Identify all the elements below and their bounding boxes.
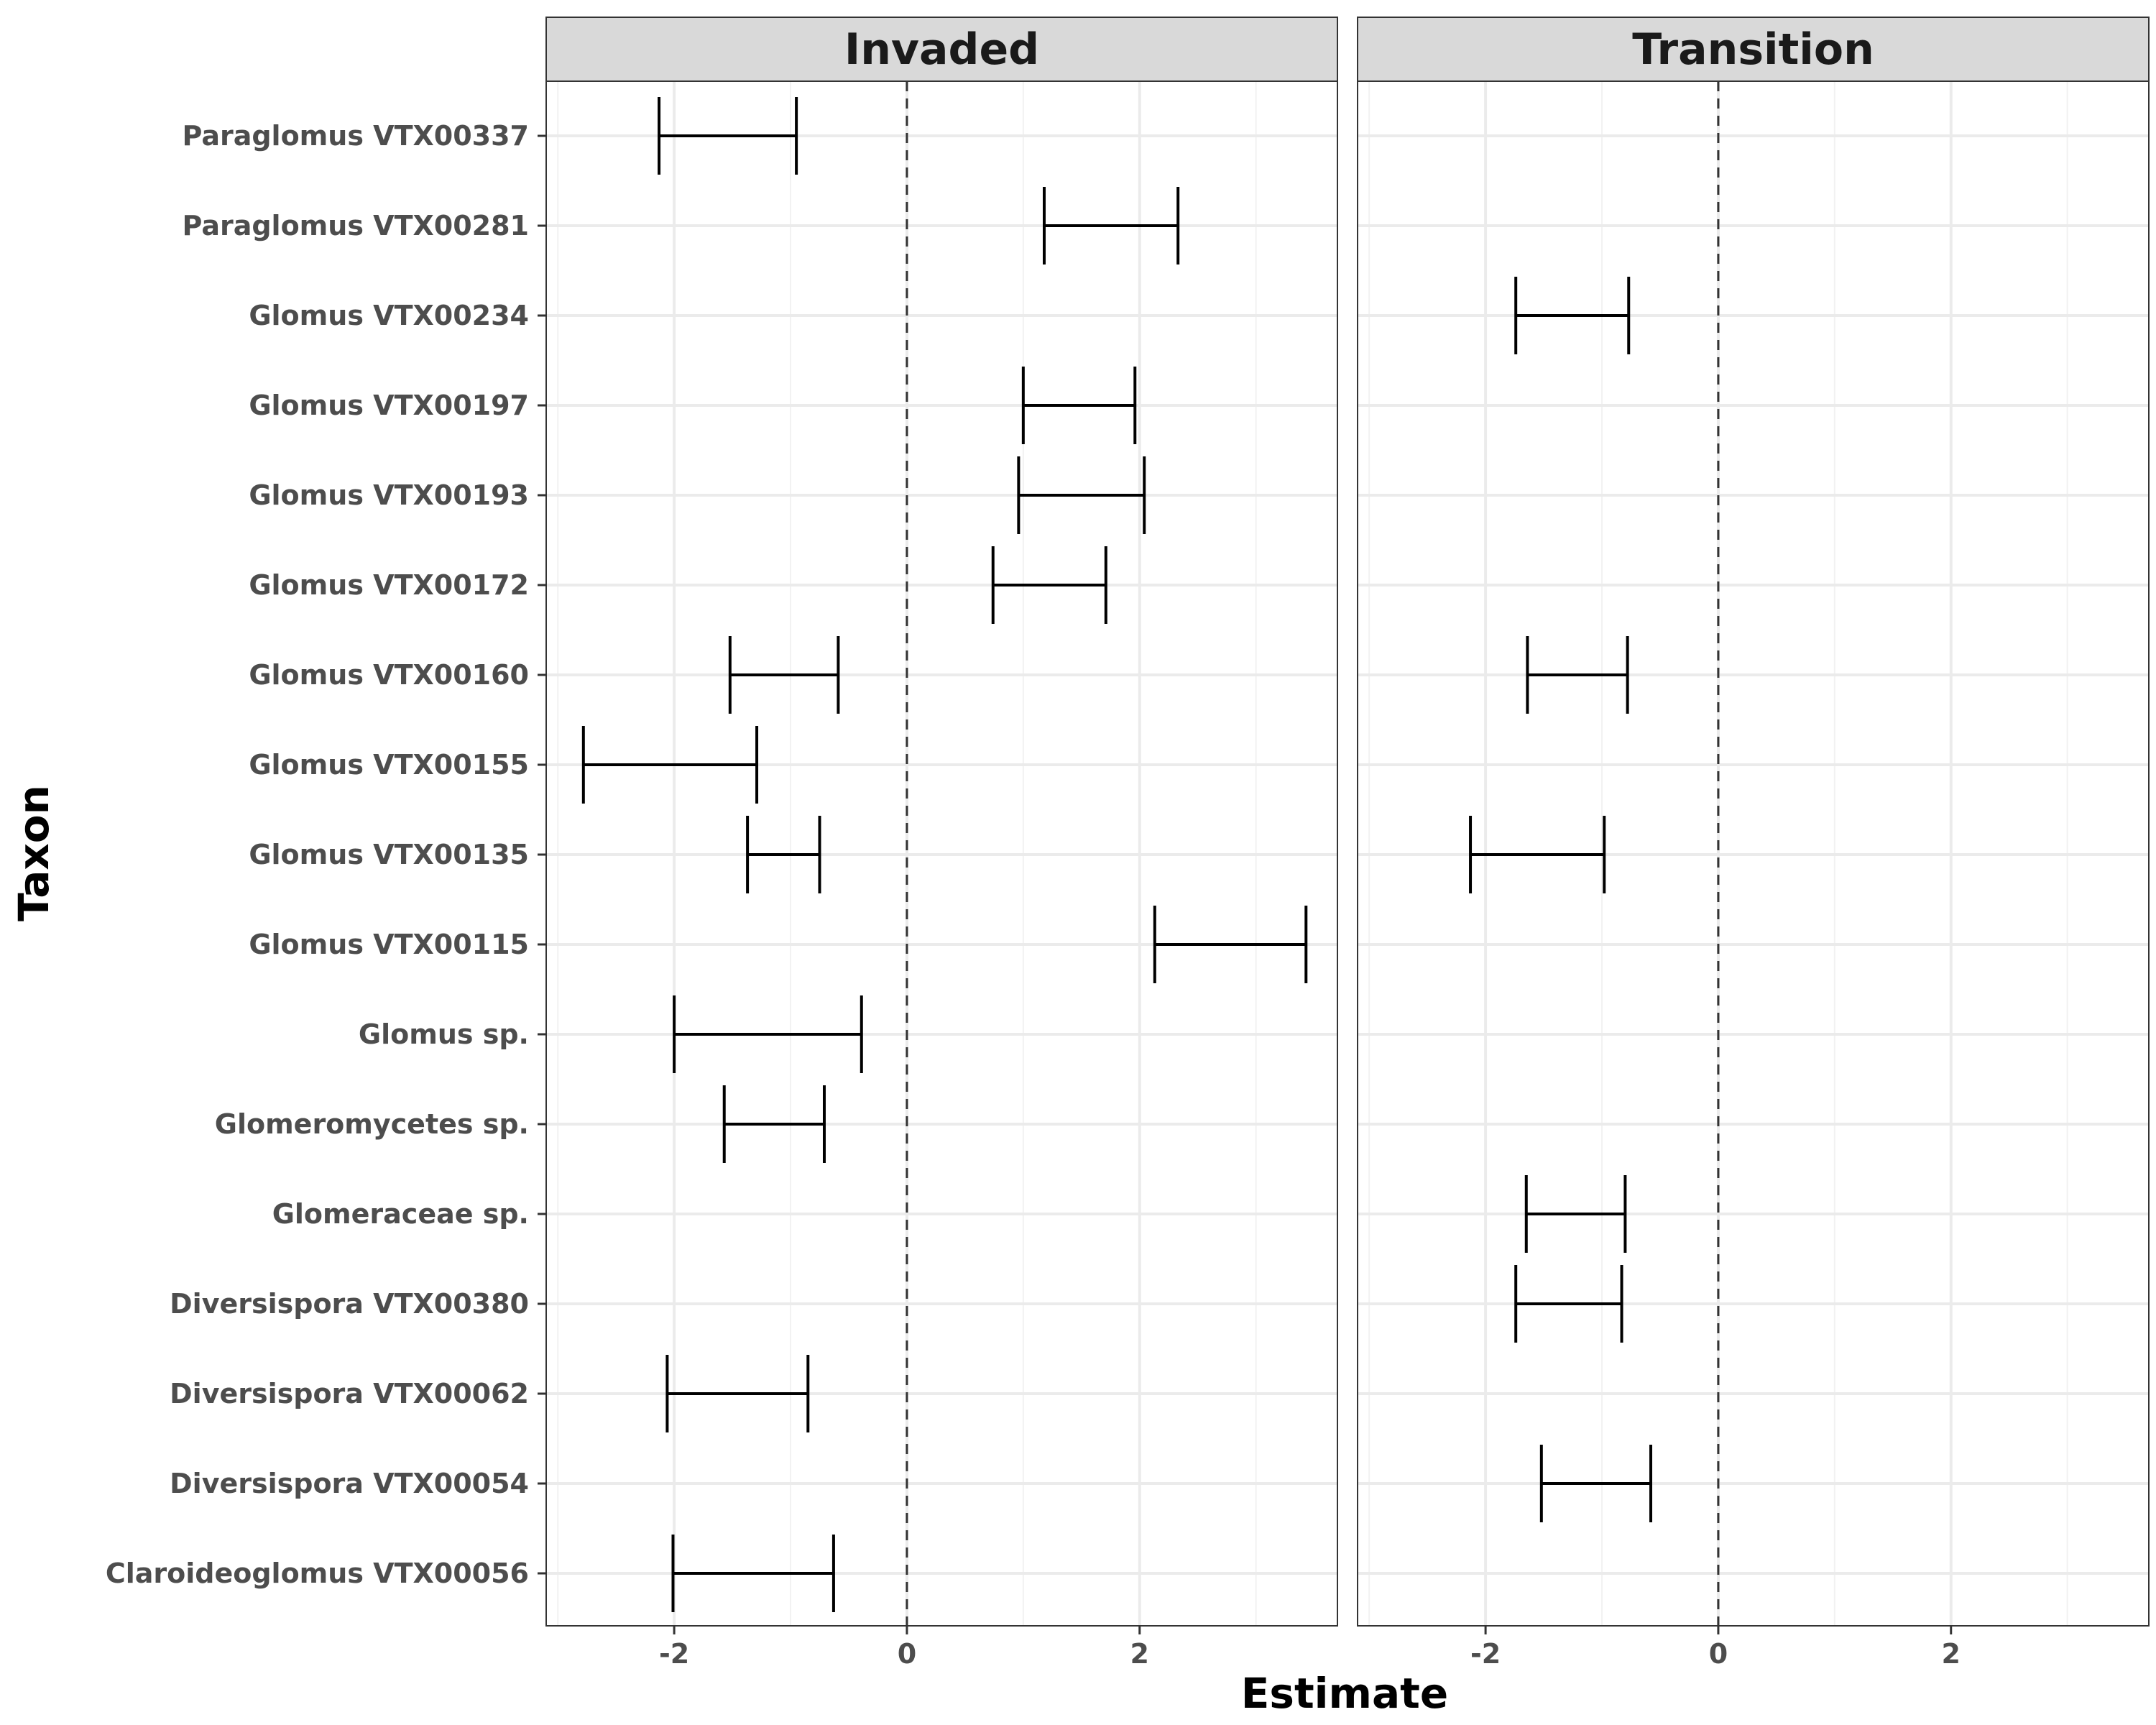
y-tick-label: Glomus VTX00172 [249, 569, 529, 601]
errorbar [581, 726, 759, 804]
y-axis-title: Taxon [9, 785, 58, 921]
y-tick-label: Glomeraceae sp. [272, 1198, 529, 1230]
errorbar [1021, 367, 1137, 444]
errorbar [1514, 277, 1631, 354]
errorbar [1514, 1265, 1623, 1343]
y-tick-label: Paraglomus VTX00337 [182, 120, 529, 152]
errorbar [746, 816, 821, 893]
y-tick-label: Diversispora VTX00054 [170, 1468, 529, 1499]
facet-strip-label: Invaded [844, 24, 1039, 75]
errorbar [1524, 1175, 1627, 1253]
y-tick-label: Glomus VTX00234 [249, 300, 529, 331]
y-tick-label: Glomus VTX00197 [249, 390, 529, 421]
facet-strip [1357, 17, 2150, 82]
x-tick-label: -2 [659, 1638, 689, 1670]
errorbar [991, 546, 1107, 624]
x-axis-title: Estimate [1241, 1669, 1448, 1718]
x-tick-label: 2 [1942, 1638, 1961, 1670]
y-tick-label: Diversispora VTX00380 [170, 1288, 529, 1320]
errorbar [1042, 187, 1180, 264]
errorbar [1539, 1445, 1653, 1522]
errorbar [722, 1085, 826, 1163]
errorbar [1153, 906, 1308, 983]
errorbar [671, 1535, 835, 1612]
taxon-labels: Paraglomus VTX00337 Paraglomus VTX00281 Gl… [106, 120, 546, 1589]
facet-strip-label: Transition [1632, 24, 1874, 75]
errorbar [1017, 456, 1146, 534]
facet-strip [545, 17, 1338, 82]
facet-panel-invaded: Invaded -2 0 2 [545, 17, 1338, 1670]
y-tick-label: Paraglomus VTX00281 [182, 210, 529, 242]
y-tick-label: Glomus sp. [359, 1018, 529, 1050]
y-tick-label: Glomeromycetes sp. [215, 1108, 529, 1140]
panel-border [1357, 80, 2150, 1627]
errorbar [1469, 816, 1606, 893]
y-tick-label: Glomus VTX00135 [249, 839, 529, 870]
x-tick-label: -2 [1470, 1638, 1501, 1670]
facet-panel-transition: Transition -2 0 2 [1357, 17, 2150, 1670]
errorbar [728, 636, 840, 714]
y-tick-label: Diversispora VTX00062 [170, 1378, 529, 1409]
errorbar [1526, 636, 1629, 714]
errorbar [658, 97, 798, 175]
y-tick-label: Claroideoglomus VTX00056 [106, 1558, 529, 1589]
y-tick-label: Glomus VTX00155 [249, 749, 529, 781]
y-tick-label: Glomus VTX00160 [249, 659, 529, 691]
panels-layer: Invaded -2 0 2 Transition -2 0 2 [545, 17, 2150, 1670]
x-tick-label: 2 [1130, 1638, 1149, 1670]
x-tick-label: 0 [1709, 1638, 1728, 1670]
y-tick-label: Glomus VTX00115 [249, 929, 529, 960]
errorbar [665, 1355, 810, 1432]
x-tick-label: 0 [898, 1638, 916, 1670]
y-tick-label: Glomus VTX00193 [249, 479, 529, 511]
errorbar [673, 995, 863, 1073]
